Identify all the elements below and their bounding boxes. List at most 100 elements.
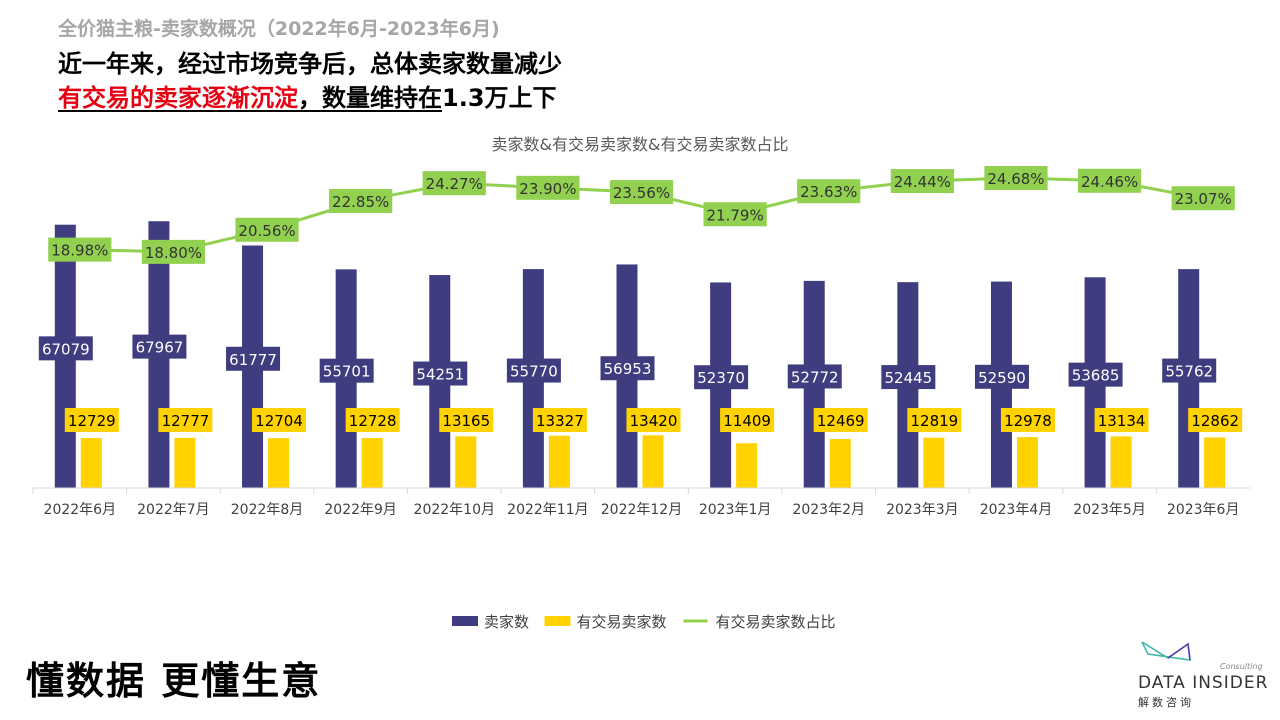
bar-trading-sellers [548, 435, 570, 488]
headline-2-highlight: 有交易的卖家逐渐沉淀 [58, 84, 298, 112]
label-trading-sellers: 12819 [910, 412, 958, 430]
label-trading-ratio-bg [1171, 186, 1235, 211]
slogan: 懂数据 更懂生意 [26, 659, 322, 703]
bar-trading-sellers [455, 436, 477, 488]
label-trading-ratio: 20.56% [238, 222, 295, 240]
label-trading-ratio: 21.79% [707, 206, 764, 224]
x-tick-label: 2023年1月 [699, 502, 772, 518]
x-tick-label: 2022年6月 [44, 502, 117, 518]
label-sellers: 54251 [416, 366, 464, 384]
label-trading-sellers-bg [720, 408, 775, 432]
x-tick-label: 2023年5月 [1073, 502, 1146, 518]
bar-trading-sellers [1016, 437, 1038, 488]
label-trading-sellers: 12729 [68, 412, 116, 430]
label-trading-sellers: 12862 [1191, 412, 1239, 430]
label-sellers-bg [226, 346, 281, 371]
bar-trading-sellers [829, 439, 851, 488]
label-trading-ratio-bg [329, 189, 393, 214]
label-trading-sellers: 13165 [442, 412, 490, 430]
label-trading-sellers-bg [158, 408, 213, 432]
label-trading-sellers-bg [1188, 408, 1243, 432]
label-sellers: 55762 [1165, 363, 1213, 381]
bar-trading-sellers [923, 437, 945, 488]
label-sellers-bg [974, 364, 1029, 389]
bar-trading-sellers [268, 438, 290, 488]
label-trading-ratio-bg [48, 237, 112, 262]
label-trading-sellers-bg [64, 408, 119, 432]
data-insider-logo: Consulting DATA INSIDER 解数咨询 [1136, 636, 1269, 716]
label-sellers-bg [506, 358, 561, 383]
label-trading-sellers-bg [813, 408, 868, 432]
label-trading-ratio-bg [609, 180, 674, 205]
label-trading-ratio-bg [516, 175, 580, 200]
legend-swatch [452, 616, 478, 626]
label-trading-ratio: 18.98% [51, 242, 108, 260]
logo-text: DATA INSIDER [1138, 673, 1269, 693]
label-sellers-bg [319, 358, 374, 383]
label-trading-ratio: 24.46% [1081, 173, 1138, 191]
label-sellers: 55770 [510, 363, 558, 381]
label-trading-ratio-bg [1077, 168, 1142, 193]
label-trading-ratio: 24.27% [426, 175, 483, 193]
label-sellers: 52370 [697, 369, 745, 387]
x-tick-label: 2022年8月 [231, 502, 304, 518]
label-trading-sellers-bg [907, 408, 962, 432]
bar-trading-sellers [361, 438, 383, 488]
legend-label: 有交易卖家数 [577, 613, 667, 631]
label-sellers-bg [1068, 362, 1123, 387]
headline-underline [58, 110, 442, 112]
label-trading-sellers: 11409 [723, 412, 771, 430]
logo-cn: 解数咨询 [1138, 696, 1194, 709]
label-sellers: 52772 [791, 368, 839, 386]
label-trading-sellers: 12469 [817, 412, 865, 430]
label-sellers-bg [1162, 358, 1217, 383]
label-sellers-bg [132, 334, 187, 359]
bar-trading-sellers [80, 438, 102, 488]
label-sellers: 55701 [323, 363, 371, 381]
headline-2-rest: ，数量维持在1.3万上下 [298, 84, 557, 112]
headline-2: 有交易的卖家逐渐沉淀，数量维持在1.3万上下 [58, 78, 557, 113]
label-sellers: 67079 [42, 340, 90, 358]
label-trading-sellers-bg [1094, 408, 1149, 432]
label-sellers: 56953 [604, 360, 652, 378]
label-trading-ratio-bg [422, 171, 486, 196]
label-trading-sellers: 12978 [1004, 412, 1052, 430]
label-trading-sellers-bg [532, 408, 587, 432]
label-sellers: 53685 [1072, 367, 1120, 385]
legend-label: 有交易卖家数占比 [716, 613, 836, 631]
x-tick-label: 2023年2月 [792, 502, 865, 518]
bar-trading-sellers [1204, 437, 1226, 488]
label-sellers-bg [881, 365, 936, 390]
bar-trading-sellers [736, 443, 758, 488]
label-trading-ratio-bg [235, 217, 299, 242]
label-trading-sellers: 12704 [255, 412, 303, 430]
bar-trading-sellers [174, 437, 196, 488]
bar-trading-sellers [1110, 436, 1132, 488]
label-trading-sellers-bg [345, 408, 400, 432]
supertitle: 全价猫主粮-卖家数概况（2022年6月-2023年6月) [58, 18, 500, 40]
label-sellers: 52590 [978, 369, 1026, 387]
label-trading-sellers-bg [439, 408, 494, 432]
legend-label: 卖家数 [484, 613, 529, 631]
x-tick-label: 2023年4月 [980, 502, 1053, 518]
label-trading-ratio: 23.07% [1175, 190, 1232, 208]
label-trading-ratio: 23.90% [519, 180, 576, 198]
label-trading-sellers: 12777 [162, 412, 210, 430]
label-trading-ratio: 24.68% [987, 170, 1044, 188]
headline-1: 近一年来，经过市场竞争后，总体卖家数量减少 [58, 50, 562, 78]
label-sellers-bg [413, 361, 468, 386]
x-tick-label: 2023年6月 [1167, 502, 1240, 518]
x-tick-label: 2022年10月 [414, 502, 495, 518]
label-sellers-bg [694, 365, 749, 390]
label-trading-ratio: 18.80% [145, 244, 202, 262]
logo-mark-icon [1141, 641, 1191, 661]
chart: 卖家数&有交易卖家数&有交易卖家数占比 67079 12729 67967 12777… [32, 135, 1250, 631]
label-sellers: 67967 [136, 339, 184, 357]
chart-title: 卖家数&有交易卖家数&有交易卖家数占比 [492, 135, 789, 154]
label-sellers-bg [38, 336, 93, 361]
label-sellers: 52445 [884, 369, 932, 387]
label-trading-ratio-bg [797, 179, 861, 204]
label-trading-sellers: 12728 [349, 412, 397, 430]
label-trading-ratio: 24.44% [894, 173, 951, 191]
label-trading-sellers: 13420 [630, 412, 678, 430]
